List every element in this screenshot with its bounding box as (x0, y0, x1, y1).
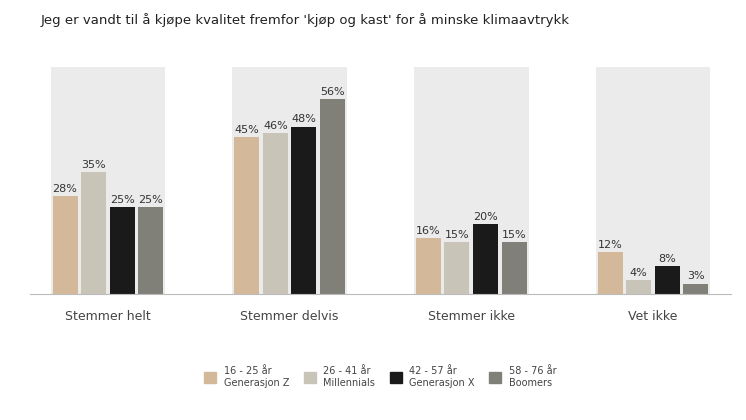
Bar (683, 284, 709, 294)
Text: 3%: 3% (687, 271, 705, 281)
Text: 35%: 35% (81, 160, 106, 170)
Bar (51, 67, 79, 294)
Bar (320, 99, 345, 294)
Bar (445, 241, 469, 294)
Bar (79, 67, 108, 294)
Text: 15%: 15% (445, 230, 469, 239)
Bar (263, 134, 288, 294)
Bar (624, 67, 653, 294)
Bar (52, 196, 78, 294)
Text: 12%: 12% (598, 240, 622, 250)
Bar (502, 241, 527, 294)
Bar (289, 67, 319, 294)
Bar (653, 67, 682, 294)
Bar (500, 67, 528, 294)
Bar (442, 67, 471, 294)
Bar (319, 67, 347, 294)
Bar (655, 266, 680, 294)
Legend: 16 - 25 år
Generasjon Z, 26 - 41 år
Millennials, 42 - 57 år
Generasjon X, 58 - 7: 16 - 25 år Generasjon Z, 26 - 41 år Mill… (201, 362, 560, 392)
Bar (416, 238, 441, 294)
Text: 15%: 15% (502, 230, 527, 239)
Bar (626, 280, 651, 294)
Bar (596, 67, 624, 294)
Text: 16%: 16% (416, 226, 441, 236)
Text: 45%: 45% (234, 125, 259, 135)
Bar (598, 252, 622, 294)
Bar (137, 67, 165, 294)
Bar (261, 67, 289, 294)
Bar (110, 207, 135, 294)
Text: 20%: 20% (473, 212, 498, 222)
Text: 48%: 48% (292, 114, 316, 124)
Bar (233, 67, 261, 294)
Bar (414, 67, 442, 294)
Text: 28%: 28% (53, 184, 78, 194)
Bar (292, 126, 316, 294)
Bar (471, 67, 500, 294)
Bar (108, 67, 137, 294)
Text: 46%: 46% (263, 121, 288, 131)
Text: 25%: 25% (139, 195, 163, 205)
Text: 8%: 8% (659, 254, 676, 264)
Bar (139, 207, 163, 294)
Text: 56%: 56% (320, 87, 345, 97)
Bar (81, 172, 106, 294)
Bar (234, 137, 259, 294)
Text: 4%: 4% (630, 268, 648, 278)
Bar (682, 67, 710, 294)
Bar (473, 224, 498, 294)
Text: Jeg er vandt til å kjøpe kvalitet fremfor 'kjøp og kast' for å minske klimaavtry: Jeg er vandt til å kjøpe kvalitet fremfo… (41, 13, 570, 26)
Text: 25%: 25% (110, 195, 134, 205)
